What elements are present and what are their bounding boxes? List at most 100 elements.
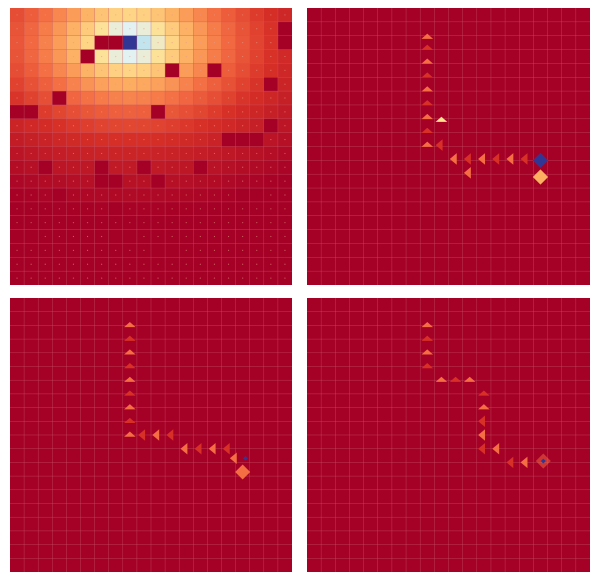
cell-dot bbox=[270, 208, 272, 210]
policy-grid-2 bbox=[10, 298, 292, 572]
cell-dot bbox=[72, 28, 75, 30]
cell-dot bbox=[284, 208, 286, 210]
cell-dot bbox=[213, 152, 216, 155]
peak-cell bbox=[122, 35, 137, 50]
cell-dot bbox=[270, 152, 272, 155]
cell-dot bbox=[30, 97, 32, 99]
cell-dot bbox=[115, 222, 117, 224]
cell-dot bbox=[227, 263, 230, 265]
cell-dot bbox=[171, 194, 173, 196]
cell-dot bbox=[30, 222, 32, 224]
cell-dot bbox=[242, 69, 244, 71]
cell-dot bbox=[16, 97, 18, 99]
cell-dot bbox=[284, 83, 286, 85]
cell-dot bbox=[58, 69, 60, 71]
cell-dot bbox=[30, 125, 32, 127]
cell-dot bbox=[213, 42, 216, 44]
cell-dot bbox=[129, 138, 131, 141]
cell-dot bbox=[58, 180, 60, 182]
cell-dot bbox=[270, 263, 272, 265]
cell-dot bbox=[44, 111, 46, 113]
cell-dot bbox=[256, 180, 258, 182]
cell-dot bbox=[284, 111, 286, 113]
cell-dot bbox=[199, 263, 201, 265]
cell-dot bbox=[129, 14, 131, 16]
cell-dot bbox=[86, 28, 89, 30]
cell-dot bbox=[16, 28, 18, 30]
cell-dot bbox=[185, 208, 187, 210]
cell-dot bbox=[143, 208, 145, 210]
policy-arrow bbox=[124, 431, 136, 437]
cell-dot bbox=[242, 55, 244, 58]
cell-dot bbox=[185, 263, 187, 265]
cell-dot bbox=[270, 194, 272, 196]
cell-dot bbox=[227, 55, 230, 58]
cell-dot bbox=[157, 138, 159, 141]
cell-dot bbox=[171, 152, 173, 155]
cell-dot bbox=[30, 166, 32, 168]
cell-dot bbox=[227, 194, 230, 196]
cell-dot bbox=[129, 208, 131, 210]
cell-dot bbox=[157, 55, 159, 58]
cell-dot bbox=[185, 42, 187, 44]
cell-dot bbox=[284, 69, 286, 71]
cell-dot bbox=[157, 14, 159, 16]
cell-dot bbox=[44, 222, 46, 224]
cell-dot bbox=[72, 152, 75, 155]
cell-dot bbox=[16, 138, 18, 141]
cell-dot bbox=[242, 152, 244, 155]
value-cell bbox=[207, 63, 222, 78]
cell-dot bbox=[242, 277, 244, 279]
cell-dot bbox=[30, 152, 32, 155]
cell-dot bbox=[270, 180, 272, 182]
cell-dot bbox=[143, 180, 145, 182]
cell-dot bbox=[256, 249, 258, 251]
cell-dot bbox=[284, 97, 286, 99]
cell-dot bbox=[227, 152, 230, 155]
cell-dot bbox=[199, 69, 201, 71]
cell-dot bbox=[30, 28, 32, 30]
policy-arrow bbox=[435, 139, 443, 151]
cell-dot bbox=[58, 55, 60, 58]
cell-dot bbox=[115, 14, 117, 16]
cell-dot bbox=[256, 28, 258, 30]
policy-arrow bbox=[421, 141, 434, 147]
cell-dot bbox=[86, 83, 89, 85]
policy-arrow bbox=[478, 429, 486, 441]
cell-dot bbox=[171, 222, 173, 224]
cell-dot bbox=[44, 152, 46, 155]
cell-dot bbox=[213, 194, 216, 196]
cell-dot bbox=[213, 166, 216, 168]
cell-dot bbox=[101, 152, 103, 155]
cell-dot bbox=[101, 222, 103, 224]
cell-dot bbox=[199, 249, 201, 251]
policy-arrow bbox=[435, 376, 448, 382]
cell-dot bbox=[44, 194, 46, 196]
cell-dot bbox=[44, 97, 46, 99]
cell-dot bbox=[86, 222, 89, 224]
cell-dot bbox=[115, 97, 117, 99]
cell-dot bbox=[242, 166, 244, 168]
cell-dot bbox=[143, 263, 145, 265]
cell-dot bbox=[16, 55, 18, 58]
policy-grid-3 bbox=[307, 298, 590, 572]
value-cell bbox=[38, 160, 53, 175]
cell-dot bbox=[284, 125, 286, 127]
cell-dot bbox=[284, 194, 286, 196]
cell-dot bbox=[129, 277, 131, 279]
cell-dot bbox=[227, 42, 230, 44]
cell-dot bbox=[86, 69, 89, 71]
cell-dot bbox=[129, 55, 131, 58]
cell-dot bbox=[115, 125, 117, 127]
cell-dot bbox=[58, 28, 60, 30]
cell-dot bbox=[171, 125, 173, 127]
value-cell bbox=[151, 104, 166, 120]
cell-dot bbox=[227, 235, 230, 238]
cell-dot bbox=[213, 138, 216, 141]
policy-arrow bbox=[449, 376, 462, 382]
cell-dot bbox=[270, 69, 272, 71]
cell-dot bbox=[270, 28, 272, 30]
value-cell bbox=[277, 35, 292, 50]
policy-arrow bbox=[478, 442, 486, 455]
cell-dot bbox=[157, 194, 159, 196]
